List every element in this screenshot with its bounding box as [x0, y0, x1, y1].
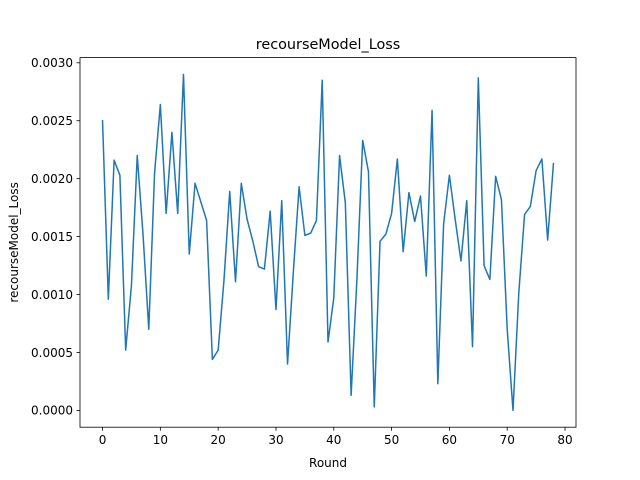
x-tick-label: 80: [557, 433, 572, 447]
y-tick-label: 0.0000: [31, 404, 73, 418]
y-tick-label: 0.0015: [31, 230, 73, 244]
y-tick-label: 0.0025: [31, 114, 73, 128]
x-tick-label: 60: [442, 433, 457, 447]
x-tick-label: 20: [211, 433, 226, 447]
y-axis-title: recourseModel_Loss: [7, 182, 21, 303]
y-tick-label: 0.0010: [31, 288, 73, 302]
chart-title: recourseModel_Loss: [256, 37, 401, 53]
axes-frame: [79, 57, 577, 428]
y-tick-label: 0.0030: [31, 56, 73, 70]
series-line: [101, 73, 555, 412]
y-tick-label: 0.0005: [31, 346, 73, 360]
x-tick-label: 30: [268, 433, 283, 447]
x-tick-label: 70: [500, 433, 515, 447]
x-tick-label: 10: [153, 433, 168, 447]
x-tick-label: 0: [99, 433, 107, 447]
plot-area: 0 10 20 30 40 50 60 70 80 0.0000 0.0005 0.0010 0.001…: [31, 56, 577, 447]
x-tick-label: 50: [384, 433, 399, 447]
x-axis-title: Round: [309, 456, 347, 470]
x-tick-label: 40: [326, 433, 341, 447]
y-tick-label: 0.0020: [31, 172, 73, 186]
